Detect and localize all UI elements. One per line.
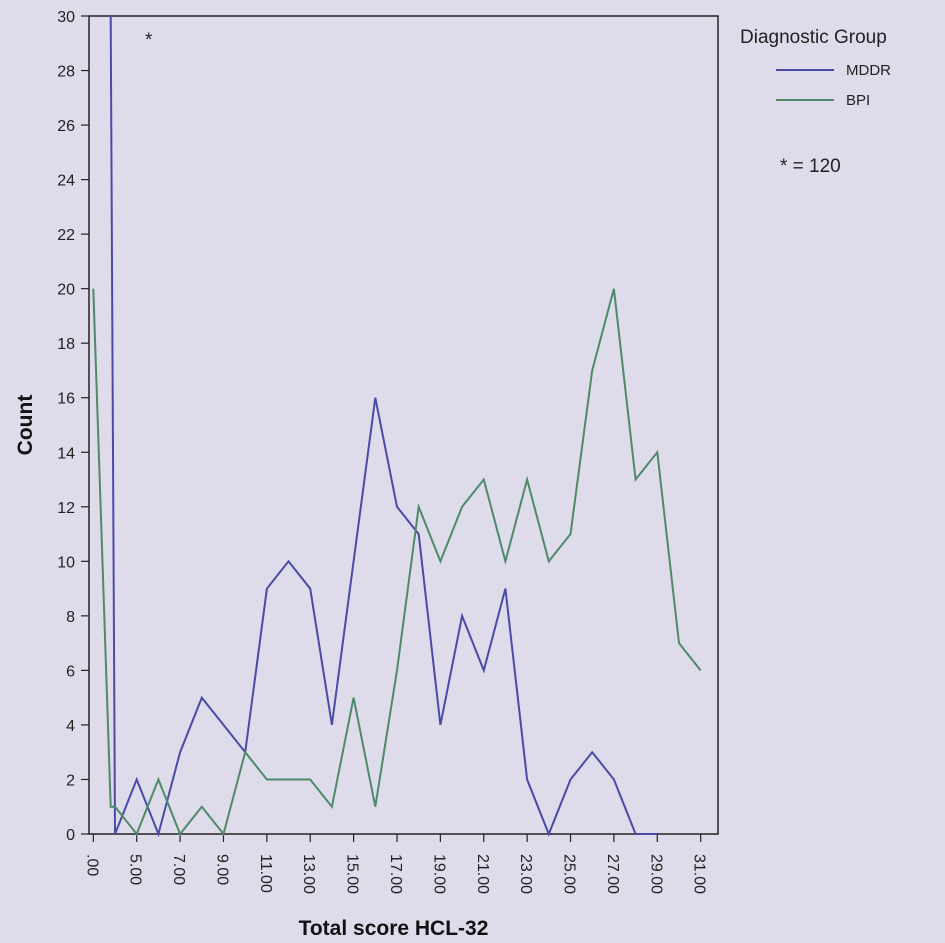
x-tick-label: 25.00 bbox=[561, 854, 578, 894]
x-tick-label: 19.00 bbox=[430, 854, 447, 894]
x-tick-label: 29.00 bbox=[647, 854, 664, 894]
overflow-marker: * bbox=[145, 30, 153, 51]
y-tick-label: 24 bbox=[57, 173, 75, 190]
x-tick-label: 21.00 bbox=[474, 854, 491, 894]
y-tick-label: 28 bbox=[57, 64, 75, 81]
x-axis-title: Total score HCL-32 bbox=[299, 917, 489, 940]
y-tick-label: 18 bbox=[57, 336, 75, 353]
y-tick-label: 0 bbox=[66, 827, 75, 844]
annotation-note: * = 120 bbox=[780, 156, 841, 177]
x-tick-label: .00 bbox=[83, 854, 100, 876]
x-tick-label: 23.00 bbox=[517, 854, 534, 894]
y-tick-label: 22 bbox=[57, 227, 75, 244]
y-tick-label: 14 bbox=[57, 445, 75, 462]
legend-label-bpi: BPI bbox=[846, 92, 870, 109]
x-tick-label: 9.00 bbox=[213, 854, 230, 885]
legend-title: Diagnostic Group bbox=[740, 27, 887, 48]
x-tick-label: 17.00 bbox=[387, 854, 404, 894]
y-tick-label: 10 bbox=[57, 554, 75, 571]
x-tick-label: 5.00 bbox=[127, 854, 144, 885]
x-tick-label: 7.00 bbox=[170, 854, 187, 885]
x-tick-label: 27.00 bbox=[604, 854, 621, 894]
legend-label-mddr: MDDR bbox=[846, 62, 891, 79]
x-tick-label: 31.00 bbox=[691, 854, 708, 894]
y-tick-label: 6 bbox=[66, 663, 75, 680]
plot-frame bbox=[88, 15, 719, 835]
series-line-mddr bbox=[109, 15, 658, 838]
y-tick-label: 20 bbox=[57, 282, 75, 299]
x-tick-label: 15.00 bbox=[344, 854, 361, 894]
y-tick-label: 8 bbox=[66, 609, 75, 626]
y-tick-label: 26 bbox=[57, 118, 75, 135]
y-tick-label: 2 bbox=[66, 772, 75, 789]
series-line-bpi bbox=[92, 288, 702, 837]
y-tick-label: 30 bbox=[57, 9, 75, 26]
y-tick-label: 16 bbox=[57, 391, 75, 408]
y-axis-title: Count bbox=[14, 395, 37, 456]
x-tick-label: 11.00 bbox=[257, 854, 274, 893]
x-tick-label: 13.00 bbox=[300, 854, 317, 894]
legend: Diagnostic Group MDDR BPI * = 120 bbox=[740, 27, 891, 177]
y-tick-label: 12 bbox=[57, 500, 75, 517]
y-tick-label: 4 bbox=[66, 718, 75, 735]
